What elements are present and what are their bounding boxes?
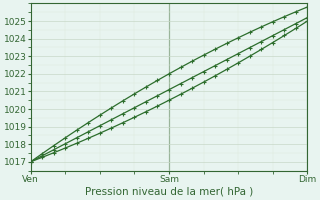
X-axis label: Pression niveau de la mer( hPa ): Pression niveau de la mer( hPa ) [85, 187, 253, 197]
